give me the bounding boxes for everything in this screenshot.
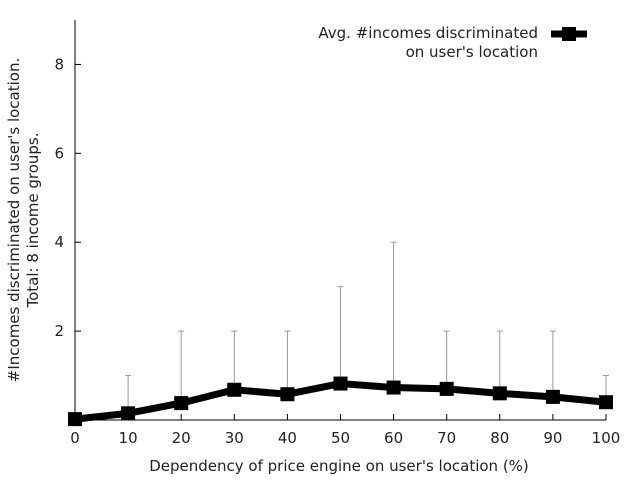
data-point <box>439 381 454 396</box>
x-tick-label: 80 <box>490 429 509 447</box>
data-point <box>386 380 401 395</box>
x-tick-label: 70 <box>437 429 456 447</box>
y-axis-title: #Incomes discriminated on user's locatio… <box>5 58 42 382</box>
x-tick-label: 40 <box>278 429 297 447</box>
x-tick-label: 90 <box>543 429 562 447</box>
x-tick-label: 0 <box>70 429 80 447</box>
x-tick-label: 30 <box>225 429 244 447</box>
x-ticks: 0 10 20 30 40 50 60 70 80 90 100 <box>70 414 620 447</box>
x-tick-label: 20 <box>172 429 191 447</box>
x-tick-label: 100 <box>592 429 621 447</box>
x-tick-label: 10 <box>119 429 138 447</box>
legend: Avg. #incomes discriminated on user's lo… <box>318 24 587 61</box>
data-point <box>599 395 613 410</box>
y-ticks: 2 4 6 8 <box>54 55 81 340</box>
x-axis-title: Dependency of price engine on user's loc… <box>149 457 529 475</box>
legend-label-line-2: on user's location <box>406 43 538 61</box>
data-point <box>280 387 295 402</box>
y-tick-label: 6 <box>54 144 64 162</box>
data-point <box>333 376 348 391</box>
data-point <box>121 406 136 421</box>
data-point <box>492 386 507 401</box>
legend-label-line-1: Avg. #incomes discriminated <box>318 24 538 42</box>
legend-marker-swatch <box>562 27 576 41</box>
data-series <box>68 376 613 427</box>
data-point <box>174 396 189 411</box>
data-point <box>227 382 242 397</box>
data-point <box>545 389 560 404</box>
x-tick-label: 60 <box>384 429 403 447</box>
y-axis-title-line-1: #Incomes discriminated on user's locatio… <box>5 58 23 382</box>
error-bars <box>125 241 609 414</box>
y-tick-label: 8 <box>54 55 64 73</box>
y-axis-title-line-2: Total: 8 income groups. <box>24 132 42 308</box>
y-tick-label: 2 <box>54 322 64 340</box>
y-tick-label: 4 <box>54 233 64 251</box>
x-tick-label: 50 <box>331 429 350 447</box>
